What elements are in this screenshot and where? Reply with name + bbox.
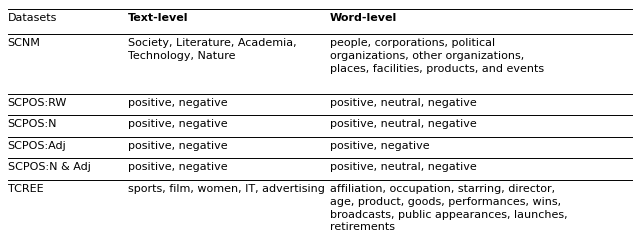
Text: Word-level: Word-level: [330, 13, 397, 23]
Text: positive, negative: positive, negative: [128, 119, 228, 129]
Text: SCPOS:N & Adj: SCPOS:N & Adj: [8, 162, 90, 172]
Text: Text-level: Text-level: [128, 13, 189, 23]
Text: SCPOS:N: SCPOS:N: [8, 119, 57, 129]
Text: affiliation, occupation, starring, director,
age, product, goods, performances, : affiliation, occupation, starring, direc…: [330, 183, 567, 231]
Text: SCPOS:Adj: SCPOS:Adj: [8, 140, 67, 150]
Text: positive, neutral, negative: positive, neutral, negative: [330, 162, 476, 172]
Text: sports, film, women, IT, advertising: sports, film, women, IT, advertising: [128, 183, 325, 193]
Text: Datasets: Datasets: [8, 13, 57, 23]
Text: people, corporations, political
organizations, other organizations,
places, faci: people, corporations, political organiza…: [330, 38, 544, 74]
Text: SCNM: SCNM: [8, 38, 40, 48]
Text: SCPOS:RW: SCPOS:RW: [8, 98, 67, 108]
Text: positive, negative: positive, negative: [128, 98, 228, 108]
Text: positive, neutral, negative: positive, neutral, negative: [330, 98, 476, 108]
Text: positive, neutral, negative: positive, neutral, negative: [330, 119, 476, 129]
Text: TCREE: TCREE: [8, 183, 44, 193]
Text: positive, negative: positive, negative: [128, 162, 228, 172]
Text: Society, Literature, Academia,
Technology, Nature: Society, Literature, Academia, Technolog…: [128, 38, 296, 61]
Text: positive, negative: positive, negative: [330, 140, 429, 150]
Text: positive, negative: positive, negative: [128, 140, 228, 150]
